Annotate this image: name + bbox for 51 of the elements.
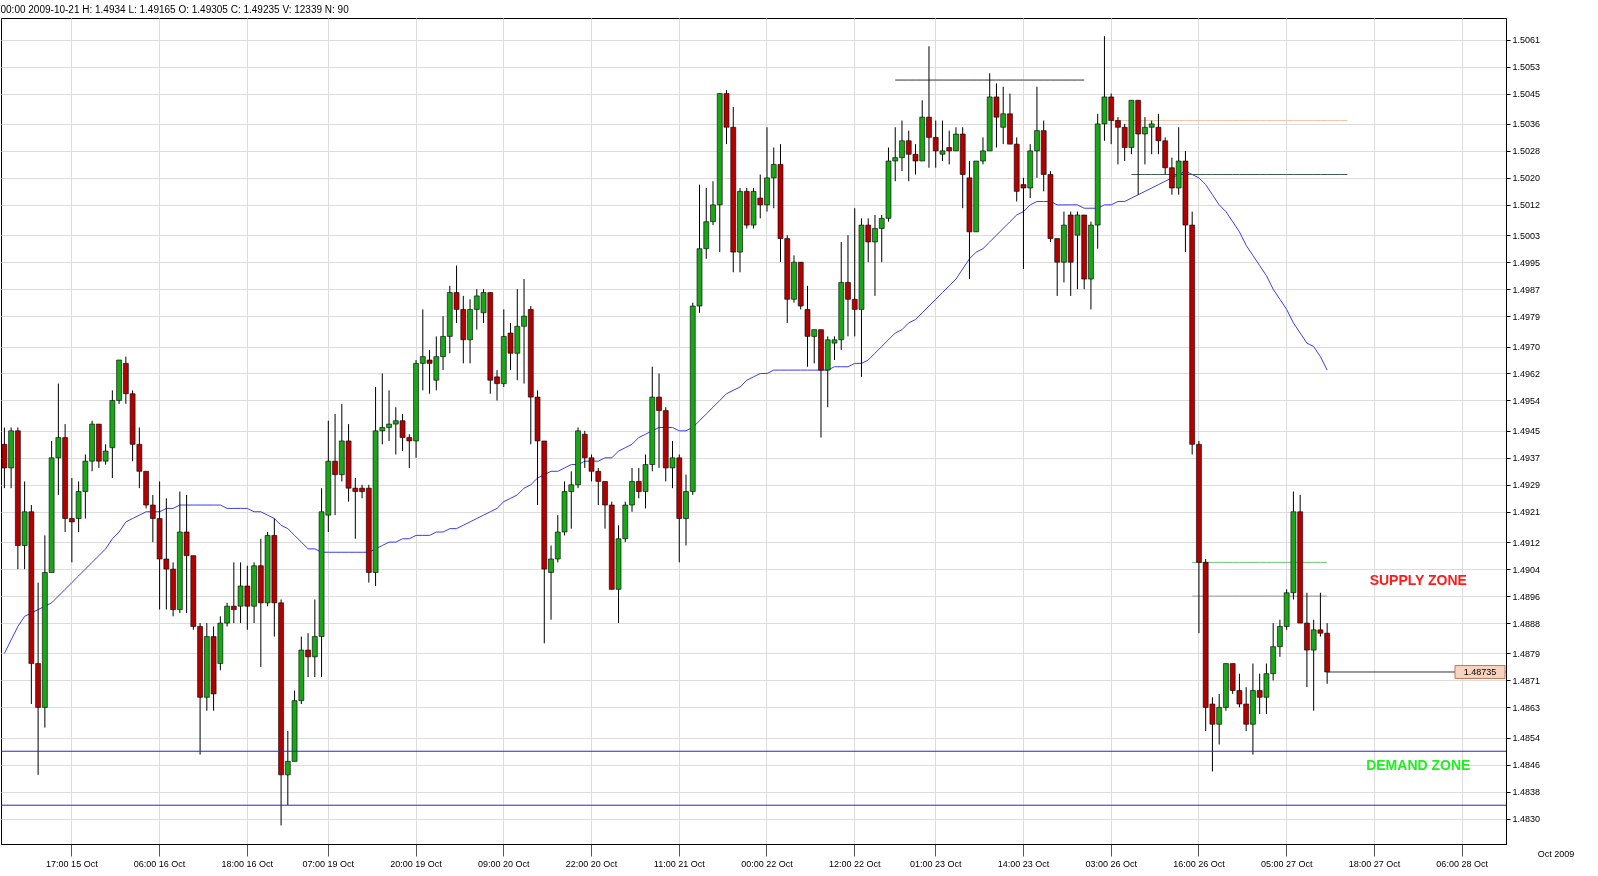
x-tick-label: 03:00 26 Oct <box>1085 858 1138 869</box>
x-tick-label: 18:00 27 Oct <box>1348 858 1401 869</box>
y-tick-label: 1.4921 <box>1512 507 1541 518</box>
y-tick-label: 1.4854 <box>1512 733 1541 744</box>
y-tick-label: 1.4979 <box>1512 311 1541 322</box>
y-tick-label: 1.5045 <box>1512 89 1541 100</box>
y-tick-label: 1.4879 <box>1512 648 1541 659</box>
x-tick-label: 20:00 19 Oct <box>390 858 443 869</box>
y-tick-label: 1.5028 <box>1512 146 1541 157</box>
chart-title: 00:00 2009-10-21 H: 1.4934 L: 1.49165 O: 1.49305 C: 1.49235 V: 12339 N: 90 <box>0 4 350 15</box>
x-tick-label: 09:00 20 Oct <box>478 858 531 869</box>
x-tick-label: 06:00 16 Oct <box>133 858 186 869</box>
y-tick-label: 1.4962 <box>1512 368 1541 379</box>
y-tick-label: 1.4987 <box>1512 284 1541 295</box>
annotation: DEMAND ZONE <box>1366 757 1471 774</box>
y-tick-label: 1.4954 <box>1512 395 1541 406</box>
ref-line-label: 1.48735 <box>1463 666 1497 677</box>
y-tick-label: 1.4863 <box>1512 702 1541 713</box>
y-tick-label: 1.4871 <box>1512 675 1541 686</box>
x-tick-label: 22:00 20 Oct <box>565 858 618 869</box>
y-tick-label: 1.4945 <box>1512 426 1541 437</box>
x-tick-label: 07:00 19 Oct <box>302 858 355 869</box>
y-tick-label: 1.4912 <box>1512 537 1541 548</box>
y-tick-label: 1.4888 <box>1512 618 1541 629</box>
y-tick-label: 1.4896 <box>1512 591 1541 602</box>
x-tick-label: 00:00 22 Oct <box>741 858 794 869</box>
x-tick-label: 18:00 16 Oct <box>221 858 274 869</box>
y-tick-label: 1.4830 <box>1512 814 1541 825</box>
y-tick-label: 1.5061 <box>1512 35 1541 46</box>
y-tick-label: 1.5036 <box>1512 119 1541 130</box>
x-tick-label: 06:00 28 Oct <box>1436 858 1489 869</box>
text: Oct 2009 <box>1537 849 1575 859</box>
y-tick-label: 1.4904 <box>1512 564 1541 575</box>
y-tick-label: 1.4995 <box>1512 257 1541 268</box>
x-tick-label: 11:00 21 Oct <box>653 858 706 869</box>
y-tick-label: 1.5003 <box>1512 230 1541 241</box>
x-tick-label: 16:00 26 Oct <box>1173 858 1226 869</box>
y-tick-label: 1.4846 <box>1512 760 1541 771</box>
y-tick-label: 1.5020 <box>1512 173 1541 184</box>
y-tick-label: 1.4937 <box>1512 453 1541 464</box>
x-tick-label: 17:00 15 Oct <box>46 858 99 869</box>
x-tick-label: 01:00 23 Oct <box>909 858 962 869</box>
y-tick-label: 1.4929 <box>1512 480 1541 491</box>
y-tick-label: 1.4970 <box>1512 342 1541 353</box>
x-tick-label: 12:00 22 Oct <box>828 858 881 869</box>
y-tick-label: 1.5053 <box>1512 62 1541 73</box>
annotation: SUPPLY ZONE <box>1369 572 1467 588</box>
x-tick-label: 05:00 27 Oct <box>1260 858 1313 869</box>
y-tick-label: 1.4838 <box>1512 787 1541 798</box>
x-tick-label: 14:00 23 Oct <box>997 858 1050 869</box>
y-tick-label: 1.5012 <box>1512 200 1541 211</box>
